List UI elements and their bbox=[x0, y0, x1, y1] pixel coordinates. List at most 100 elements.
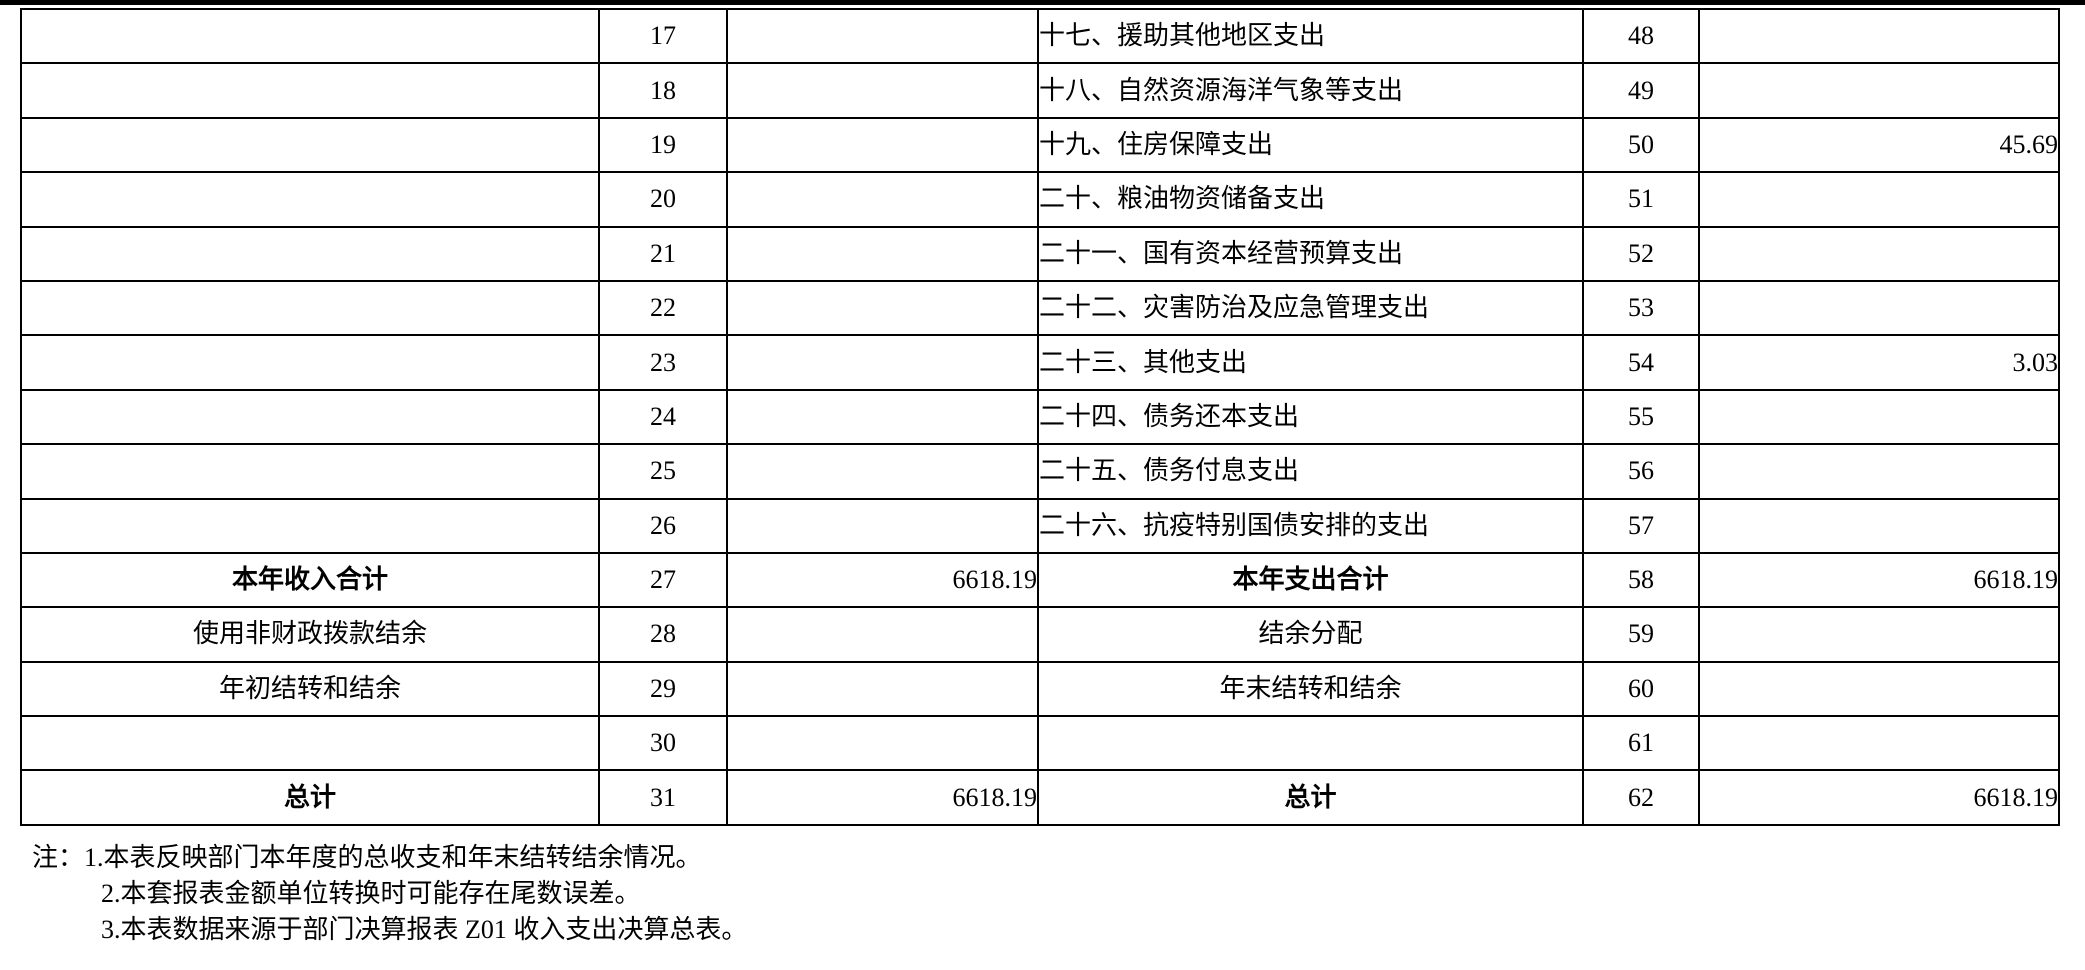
income-item-cell bbox=[20, 171, 600, 228]
income-expenditure-summary-table: 17 十七、援助其他地区支出 48 18 十八、自然资源海洋气象等支出 49 1… bbox=[20, 7, 2060, 826]
expense-line-cell: 54 bbox=[1582, 334, 1700, 391]
income-line-cell: 31 bbox=[598, 769, 728, 826]
expense-line-cell: 49 bbox=[1582, 62, 1700, 119]
footnotes: 注：1.本表反映部门本年度的总收支和年末结转结余情况。 2.本套报表金额单位转换… bbox=[32, 840, 747, 948]
expense-amount-cell: 45.69 bbox=[1698, 116, 2060, 174]
expense-line-cell: 60 bbox=[1582, 660, 1700, 718]
table-row: 17 十七、援助其他地区支出 48 bbox=[20, 7, 2060, 65]
expense-item-cell: 二十一、国有资本经营预算支出 bbox=[1037, 225, 1584, 282]
expense-amount-cell bbox=[1698, 497, 2060, 554]
income-line-cell: 28 bbox=[598, 606, 728, 663]
expense-amount-cell: 6618.19 bbox=[1698, 551, 2060, 609]
expense-amount-cell: 6618.19 bbox=[1698, 769, 2060, 826]
income-line-cell: 29 bbox=[598, 660, 728, 718]
table-row: 23 二十三、其他支出 54 3.03 bbox=[20, 334, 2060, 391]
expense-amount-cell: 3.03 bbox=[1698, 334, 2060, 391]
income-item-cell: 总计 bbox=[20, 769, 600, 826]
expense-line-cell: 58 bbox=[1582, 551, 1700, 609]
expense-item-cell: 二十、粮油物资储备支出 bbox=[1037, 171, 1584, 228]
expense-item-cell: 二十四、债务还本支出 bbox=[1037, 388, 1584, 446]
footnote-2: 2.本套报表金额单位转换时可能存在尾数误差。 bbox=[101, 879, 641, 908]
income-item-cell bbox=[20, 334, 600, 391]
expense-amount-cell bbox=[1698, 225, 2060, 282]
expense-item-cell bbox=[1037, 715, 1584, 772]
income-amount-cell bbox=[726, 660, 1039, 718]
income-item-cell bbox=[20, 279, 600, 337]
expense-amount-cell bbox=[1698, 279, 2060, 337]
expense-amount-cell bbox=[1698, 443, 2060, 500]
income-line-cell: 26 bbox=[598, 497, 728, 554]
expense-line-cell: 52 bbox=[1582, 225, 1700, 282]
expense-amount-cell bbox=[1698, 7, 2060, 65]
expense-item-cell: 十九、住房保障支出 bbox=[1037, 116, 1584, 174]
income-line-cell: 27 bbox=[598, 551, 728, 609]
income-item-cell bbox=[20, 715, 600, 772]
income-line-cell: 25 bbox=[598, 443, 728, 500]
income-item-cell bbox=[20, 7, 600, 65]
expense-line-cell: 56 bbox=[1582, 443, 1700, 500]
footnote-1-text: 1.本表反映部门本年度的总收支和年末结转结余情况。 bbox=[84, 843, 702, 872]
income-amount-cell bbox=[726, 116, 1039, 174]
income-item-cell bbox=[20, 225, 600, 282]
income-line-cell: 19 bbox=[598, 116, 728, 174]
income-item-cell: 使用非财政拨款结余 bbox=[20, 606, 600, 663]
table-row: 年初结转和结余 29 年末结转和结余 60 bbox=[20, 660, 2060, 718]
income-amount-cell bbox=[726, 497, 1039, 554]
income-line-cell: 24 bbox=[598, 388, 728, 446]
income-item-cell bbox=[20, 443, 600, 500]
income-item-cell bbox=[20, 116, 600, 174]
expense-item-cell: 总计 bbox=[1037, 769, 1584, 826]
income-item-cell: 年初结转和结余 bbox=[20, 660, 600, 718]
income-line-cell: 20 bbox=[598, 171, 728, 228]
footnote-prefix: 注： bbox=[32, 843, 85, 872]
expense-line-cell: 62 bbox=[1582, 769, 1700, 826]
expense-amount-cell bbox=[1698, 171, 2060, 228]
expense-amount-cell bbox=[1698, 660, 2060, 718]
table-row-grand-total: 总计 31 6618.19 总计 62 6618.19 bbox=[20, 769, 2060, 826]
income-amount-cell bbox=[726, 62, 1039, 119]
table-row: 20 二十、粮油物资储备支出 51 bbox=[20, 171, 2060, 228]
expense-item-cell: 年末结转和结余 bbox=[1037, 660, 1584, 718]
income-amount-cell bbox=[726, 443, 1039, 500]
expense-item-cell: 二十五、债务付息支出 bbox=[1037, 443, 1584, 500]
expense-amount-cell bbox=[1698, 388, 2060, 446]
expense-line-cell: 59 bbox=[1582, 606, 1700, 663]
table-row: 26 二十六、抗疫特别国债安排的支出 57 bbox=[20, 497, 2060, 554]
expense-item-cell: 二十二、灾害防治及应急管理支出 bbox=[1037, 279, 1584, 337]
expense-line-cell: 53 bbox=[1582, 279, 1700, 337]
table-row: 24 二十四、债务还本支出 55 bbox=[20, 388, 2060, 446]
expense-line-cell: 51 bbox=[1582, 171, 1700, 228]
table-row: 25 二十五、债务付息支出 56 bbox=[20, 443, 2060, 500]
income-amount-cell bbox=[726, 334, 1039, 391]
income-item-cell bbox=[20, 497, 600, 554]
page-top-rule bbox=[0, 0, 2085, 5]
income-amount-cell bbox=[726, 279, 1039, 337]
income-amount-cell bbox=[726, 7, 1039, 65]
income-line-cell: 21 bbox=[598, 225, 728, 282]
expense-item-cell: 结余分配 bbox=[1037, 606, 1584, 663]
income-amount-cell bbox=[726, 606, 1039, 663]
table-row: 30 61 bbox=[20, 715, 2060, 772]
expense-item-cell: 二十六、抗疫特别国债安排的支出 bbox=[1037, 497, 1584, 554]
footnote-1: 注：1.本表反映部门本年度的总收支和年末结转结余情况。 bbox=[32, 840, 747, 876]
income-amount-cell bbox=[726, 171, 1039, 228]
expense-line-cell: 55 bbox=[1582, 388, 1700, 446]
table-row: 22 二十二、灾害防治及应急管理支出 53 bbox=[20, 279, 2060, 337]
table-row: 21 二十一、国有资本经营预算支出 52 bbox=[20, 225, 2060, 282]
expense-item-cell: 本年支出合计 bbox=[1037, 551, 1584, 609]
expense-line-cell: 57 bbox=[1582, 497, 1700, 554]
expense-line-cell: 48 bbox=[1582, 7, 1700, 65]
table-row: 19 十九、住房保障支出 50 45.69 bbox=[20, 116, 2060, 174]
table-row-income-total: 本年收入合计 27 6618.19 本年支出合计 58 6618.19 bbox=[20, 551, 2060, 609]
expense-item-cell: 十八、自然资源海洋气象等支出 bbox=[1037, 62, 1584, 119]
expense-amount-cell bbox=[1698, 62, 2060, 119]
footnote-3: 3.本表数据来源于部门决算报表 Z01 收入支出决算总表。 bbox=[101, 915, 748, 944]
table-row: 使用非财政拨款结余 28 结余分配 59 bbox=[20, 606, 2060, 663]
income-line-cell: 30 bbox=[598, 715, 728, 772]
income-amount-cell: 6618.19 bbox=[726, 551, 1039, 609]
expense-amount-cell bbox=[1698, 606, 2060, 663]
income-line-cell: 17 bbox=[598, 7, 728, 65]
income-line-cell: 23 bbox=[598, 334, 728, 391]
income-amount-cell bbox=[726, 225, 1039, 282]
